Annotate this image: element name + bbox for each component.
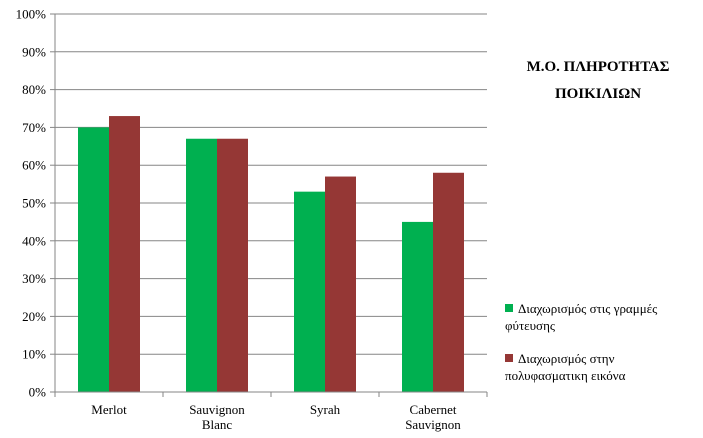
y-tick-label: 30%: [22, 271, 46, 286]
x-tick-label: Sauvignon Blanc: [189, 402, 245, 432]
bar: [325, 176, 356, 392]
legend-label: Διαχωρισμός στην πολυφασματικη εικόνα: [505, 351, 626, 383]
y-tick-label: 20%: [22, 309, 46, 324]
bar: [402, 221, 433, 392]
x-tick-label: Cabernet Sauvignon: [405, 402, 461, 432]
x-axis-category-labels: Merlot Sauvignon Blanc Syrah Cabernet Sauvign…: [54, 392, 488, 432]
bar: [217, 138, 248, 392]
bar: [294, 191, 325, 392]
y-axis-ticks: 0% 10% 20% 30% 40% 50% 60% 70% 80% 90% 100%: [16, 7, 55, 400]
y-tick-label: 60%: [22, 158, 46, 173]
bars: [78, 116, 464, 393]
y-tick-label: 0%: [29, 385, 47, 400]
bar: [78, 127, 109, 393]
y-tick-label: 40%: [22, 233, 46, 248]
legend: Διαχωρισμός στις γραμμές φύτευσης Διαχωρισ…: [505, 301, 658, 383]
x-tick-label: Merlot: [91, 402, 127, 417]
bar: [186, 138, 217, 392]
chart-title: Μ.Ο. ΠΛΗΡΟΤΗΤΑΣ ΠΟΙΚΙΛΙΩΝ: [527, 59, 670, 102]
chart-title-text: Μ.Ο. ΠΛΗΡΟΤΗΤΑΣ ΠΟΙΚΙΛΙΩΝ: [527, 59, 670, 102]
y-tick-label: 10%: [22, 347, 46, 362]
y-tick-label: 70%: [22, 120, 46, 135]
x-tick-label: Syrah: [310, 402, 341, 417]
y-tick-label: 80%: [22, 82, 46, 97]
legend-swatch: [505, 304, 513, 312]
y-tick-label: 90%: [22, 44, 46, 59]
legend-label: Διαχωρισμός στις γραμμές φύτευσης: [505, 301, 658, 333]
y-tick-label: 100%: [16, 7, 47, 22]
bar: [433, 172, 464, 392]
y-tick-label: 50%: [22, 196, 46, 211]
bar: [109, 116, 140, 392]
legend-swatch: [505, 354, 513, 362]
